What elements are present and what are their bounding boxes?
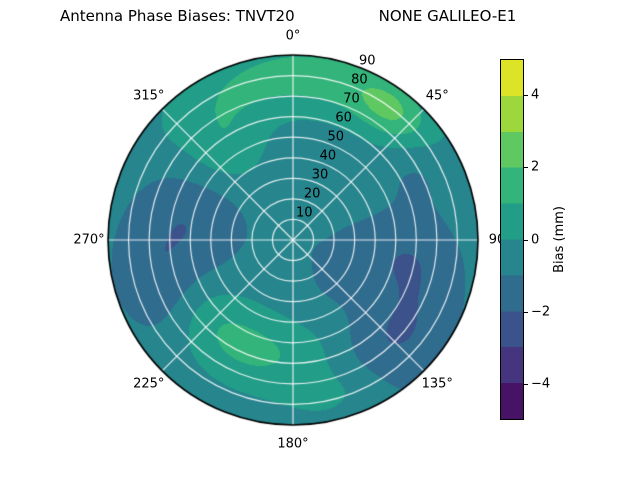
colorbar-tick-mark [524,239,528,241]
colorbar [500,59,524,420]
angular-tick-label: 270° [73,232,105,248]
colorbar-tick-label: −4 [531,376,551,392]
angular-tick-label: 180° [277,436,309,452]
colorbar-gradient [501,60,523,419]
polar-contour-plot [101,48,485,432]
colorbar-tick-mark [524,167,528,169]
chart-title-right: NONE GALILEO-E1 [378,7,517,25]
chart-title: Antenna Phase Biases: TNVT20 NONE GALILE… [60,7,516,25]
colorbar-tick-mark [524,383,528,385]
colorbar-tick-label: 4 [531,87,540,103]
colorbar-axis-label-box: Bias (mm) [548,59,570,420]
colorbar-tick-label: −2 [531,304,551,320]
colorbar-tick-label: 0 [531,232,540,247]
colorbar-tick-label: 2 [531,159,540,175]
angular-tick-label: 0° [285,28,301,44]
colorbar-tick-mark [524,311,528,313]
colorbar-axis-label: Bias (mm) [551,206,567,273]
chart-title-left: Antenna Phase Biases: TNVT20 [60,7,295,25]
colorbar-tick-mark [524,95,528,97]
